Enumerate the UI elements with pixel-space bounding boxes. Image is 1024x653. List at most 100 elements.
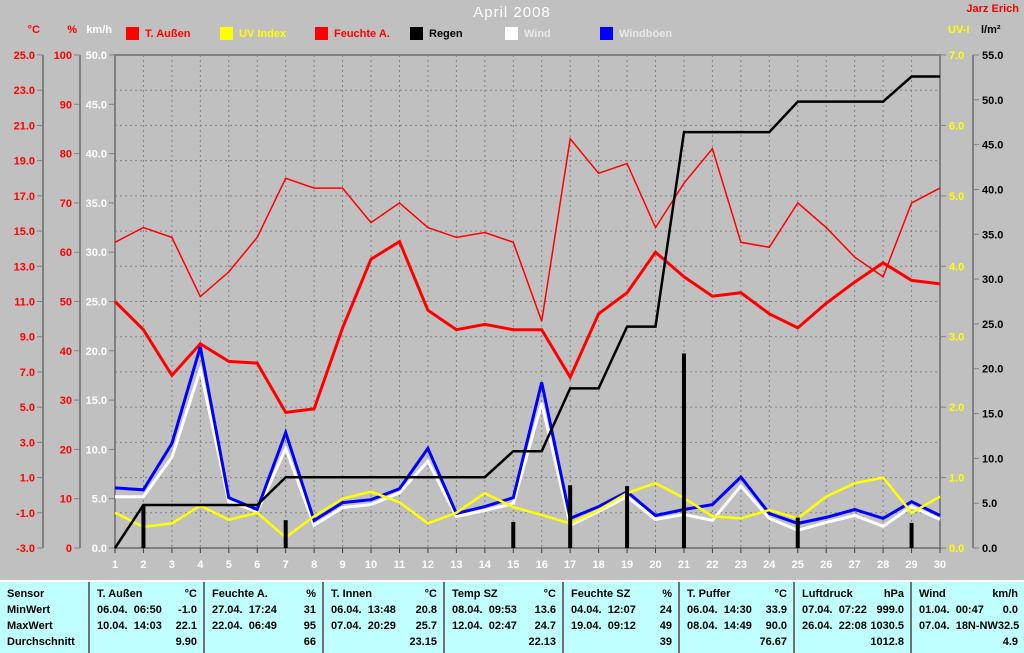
axis-tick-label: 4.0 <box>949 261 964 273</box>
stat-column-temp-sz: Temp SZ °C 08.04. 09:53 13.6 12.04. 02:47 24.… <box>443 582 562 653</box>
table-min-row: 06.04. 14:30 33.9 <box>680 602 793 618</box>
axis-tick-label: 15.0 <box>14 226 35 238</box>
axis-tick-label: 5.0 <box>20 402 35 414</box>
legend-swatch <box>505 27 518 40</box>
table-max-row: 07.04. 18N-NW 32.5 <box>912 618 1024 634</box>
axis-tick-label: 50 <box>60 297 72 309</box>
table-min-row: 08.04. 09:53 13.6 <box>445 602 562 618</box>
table-cell-left: 07.04. 18N-NW <box>919 620 998 632</box>
table-min-row: 07.04. 07:22 999.0 <box>795 602 910 618</box>
legend-item-feuchte-a-: Feuchte A. <box>315 27 390 40</box>
table-avg-row: 4.9 <box>912 634 1024 650</box>
axis-tick-label: 90 <box>60 99 72 111</box>
axis-tick-label: 20.0 <box>86 346 107 358</box>
axis-tick-label: 5.0 <box>949 191 964 203</box>
axis-unit-label: km/h <box>86 24 112 36</box>
legend-label: Regen <box>429 27 463 40</box>
table-cell-left: 06.04. 13:48 <box>331 604 396 616</box>
table-cell-right: 4.9 <box>1002 636 1018 648</box>
table-cell-right: 25.7 <box>415 620 437 632</box>
author-label: Jarz Erich <box>966 3 1019 15</box>
table-min-row: 01.04. 00:47 0.0 <box>912 602 1024 618</box>
axis-tick-label: 35.0 <box>86 198 107 210</box>
table-cell-left: 22.04. 06:49 <box>212 620 277 632</box>
table-cell-right: 39 <box>659 636 672 648</box>
axis-tick-label: 30.0 <box>982 274 1003 286</box>
table-cell-left: 12.04. 02:47 <box>452 620 517 632</box>
x-axis-day-label: 13 <box>450 559 462 571</box>
table-header-row: T. Außen °C <box>90 586 203 602</box>
x-axis-day-label: 8 <box>311 559 317 571</box>
x-axis-day-label: 23 <box>735 559 747 571</box>
table-header-row: Feuchte SZ% <box>564 586 678 602</box>
table-header-row: Temp SZ °C <box>445 586 562 602</box>
table-cell-left: 06.04. 06:50 <box>97 604 162 616</box>
x-axis-day-label: 30 <box>934 559 946 571</box>
axis-tick-label: 10 <box>60 494 72 506</box>
chart-title: April 2008 <box>473 4 551 21</box>
axis-tick-label: 1.0 <box>20 473 35 485</box>
stat-column-wind: Wind km/h 01.04. 00:47 0.0 07.04. 18N-NW 32.5… <box>910 582 1024 653</box>
table-header-row: T. Puffer °C <box>680 586 793 602</box>
table-cell-left: MaxWert <box>7 620 53 632</box>
table-cell-right: °C <box>184 588 197 600</box>
axis-tick-label: 11.0 <box>14 297 35 309</box>
axis-unit-label: % <box>67 24 77 36</box>
x-axis-day-label: 5 <box>226 559 232 571</box>
x-axis-day-label: 3 <box>169 559 175 571</box>
x-axis-day-label: 11 <box>394 559 406 571</box>
axis-tick-label: 35.0 <box>982 229 1003 241</box>
x-axis-day-label: 20 <box>649 559 661 571</box>
table-header-row: Feuchte A.% <box>205 586 322 602</box>
x-axis-day-label: 9 <box>340 559 346 571</box>
axis-tick-label: 7.0 <box>949 50 964 62</box>
table-avg-row: 23.15 <box>324 634 443 650</box>
series-line-t-au-en <box>113 239 941 415</box>
rain-bar-day-7 <box>283 520 288 548</box>
table-row-label: MaxWert <box>0 618 88 634</box>
table-min-row: 06.04. 06:50 -1.0 <box>90 602 203 618</box>
axis-tick-label: 0.0 <box>92 543 107 555</box>
table-cell-right: 49 <box>659 620 672 632</box>
axis-tick-label: 15.0 <box>982 409 1003 421</box>
axis-tick-label: 45.0 <box>982 140 1003 152</box>
legend-label: Feuchte A. <box>334 27 390 40</box>
table-cell-right: 1012.8 <box>870 636 904 648</box>
axis-tick-label: 5.0 <box>982 498 997 510</box>
table-cell-right: 95 <box>303 620 316 632</box>
axis-tick-label: 20.0 <box>982 364 1003 376</box>
table-cell-left: Feuchte SZ <box>571 588 631 600</box>
axis-tick-label: 23.0 <box>14 85 35 97</box>
table-row-label: Sensor <box>0 586 88 602</box>
table-cell-left: 08.04. 14:49 <box>687 620 752 632</box>
axis-tick-label: 2.0 <box>949 402 964 414</box>
table-avg-row: 39 <box>564 634 678 650</box>
stats-table: Sensor MinWert MaxWert Durchschnitt T. Außen… <box>0 580 1024 653</box>
table-cell-left: T. Außen <box>97 588 143 600</box>
rain-bar-day-15 <box>511 522 516 548</box>
legend-label: UV Index <box>239 27 287 40</box>
axis-tick-label: 55.0 <box>982 50 1003 62</box>
table-cell-right: 32.5 <box>997 620 1020 632</box>
axis-tick-label: 50.0 <box>86 50 107 62</box>
axis-tick-label: 0 <box>66 543 72 555</box>
table-cell-left: T. Puffer <box>687 588 731 600</box>
axis-tick-label: 17.0 <box>14 191 35 203</box>
x-axis-day-label: 29 <box>905 559 917 571</box>
x-axis-day-label: 4 <box>197 559 204 571</box>
table-header-row: Wind km/h <box>912 586 1024 602</box>
table-max-row: 12.04. 02:47 24.7 <box>445 618 562 634</box>
axis-tick-label: 30 <box>60 395 72 407</box>
table-max-row: 22.04. 06:49 95 <box>205 618 322 634</box>
x-axis-day-label: 25 <box>792 559 804 571</box>
table-min-row: 06.04. 13:48 20.8 <box>324 602 443 618</box>
legend-swatch <box>220 27 233 40</box>
x-axis-day-label: 2 <box>140 559 146 571</box>
axis-tick-label: 25.0 <box>14 50 35 62</box>
x-axis-day-label: 15 <box>507 559 519 571</box>
table-cell-right: 24 <box>659 604 672 616</box>
series-line-wind <box>115 363 941 532</box>
table-cell-left: 08.04. 09:53 <box>452 604 517 616</box>
legend-label: T. Außen <box>145 27 191 40</box>
